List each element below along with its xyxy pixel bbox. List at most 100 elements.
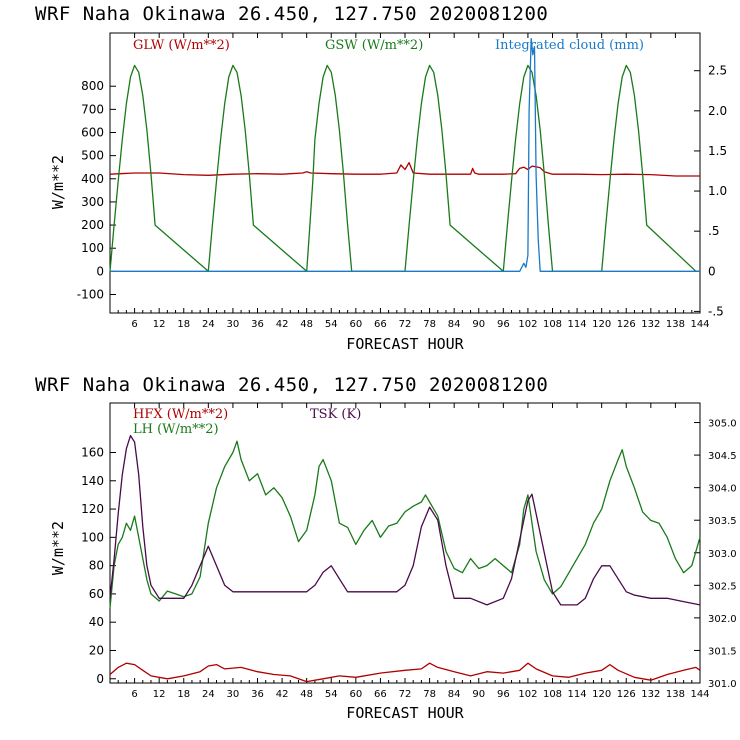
x-tick-label: 60 — [349, 689, 362, 700]
y-axis-label-bottom: W/m**2 — [49, 521, 67, 575]
x-tick-label: 120 — [592, 319, 611, 330]
x-tick-label: 24 — [202, 319, 215, 330]
y2-tick-label: 2.5 — [708, 64, 727, 78]
x-tick-label: 36 — [251, 319, 264, 330]
x-tick-label: 90 — [472, 319, 485, 330]
x-tick-label: 66 — [374, 319, 387, 330]
y2-tick-label: 305.0 — [708, 419, 737, 430]
y2-tick-label: 2.0 — [708, 104, 727, 118]
legend-glw: GLW (W/m**2) — [133, 38, 230, 53]
chart-title-top: WRF Naha Okinawa 26.450, 127.750 2020081… — [35, 3, 548, 25]
x-tick-label: 12 — [153, 319, 166, 330]
x-tick-label: 72 — [399, 319, 412, 330]
series-line-tsk — [109, 434, 701, 606]
x-tick-label: 66 — [374, 689, 387, 700]
x-tick-label: 18 — [177, 689, 190, 700]
x-tick-label: 54 — [325, 319, 338, 330]
series-line-gsw — [109, 64, 700, 272]
x-tick-label: 102 — [518, 319, 537, 330]
x-tick-label: 144 — [690, 689, 709, 700]
x-tick-label: 48 — [300, 689, 313, 700]
x-tick-label: 12 — [153, 689, 166, 700]
x-tick-label: 132 — [641, 319, 660, 330]
y-tick-label: 80 — [89, 559, 104, 573]
y-tick-label: 400 — [81, 172, 104, 186]
y2-tick-label: -.5 — [708, 304, 724, 318]
x-tick-label: 108 — [543, 319, 562, 330]
x-axis-label-top: FORECAST HOUR — [346, 335, 464, 353]
x-tick-label: 102 — [518, 689, 537, 700]
x-tick-label: 48 — [300, 319, 313, 330]
y-tick-label: 160 — [81, 445, 104, 459]
radiation-chart-panel: WRF Naha Okinawa 26.450, 127.750 2020081… — [35, 3, 727, 353]
x-axis-label-bottom: FORECAST HOUR — [346, 704, 464, 722]
x-tick-label: 96 — [497, 689, 510, 700]
x-tick-label: 120 — [592, 689, 611, 700]
y-tick-label: 300 — [81, 195, 104, 209]
y-tick-label: 40 — [89, 615, 104, 629]
y2-tick-label: 302.0 — [708, 614, 737, 625]
y-tick-label: 60 — [89, 587, 104, 601]
y2-tick-label: 302.5 — [708, 581, 737, 592]
y-tick-label: 800 — [81, 79, 104, 93]
y2-tick-label: 0 — [708, 264, 716, 278]
x-tick-label: 24 — [202, 689, 215, 700]
x-tick-label: 36 — [251, 689, 264, 700]
x-tick-label: 6 — [131, 689, 137, 700]
y2-tick-label: 301.0 — [708, 679, 737, 690]
y2-tick-label: .5 — [708, 224, 719, 238]
x-tick-label: 30 — [227, 319, 240, 330]
y-tick-label: -100 — [77, 287, 104, 301]
flux-chart-panel: WRF Naha Okinawa 26.450, 127.750 2020081… — [35, 374, 737, 722]
x-tick-label: 60 — [349, 319, 362, 330]
y2-tick-label: 1.5 — [708, 144, 727, 158]
y2-tick-label: 303.5 — [708, 516, 737, 527]
legend-hfx: HFX (W/m**2) — [133, 407, 228, 422]
x-tick-label: 78 — [423, 689, 436, 700]
y2-tick-label: 303.0 — [708, 549, 737, 560]
y-tick-label: 100 — [81, 530, 104, 544]
x-tick-label: 78 — [423, 319, 436, 330]
y-tick-label: 20 — [89, 643, 104, 657]
y-axis-label-top: W/m**2 — [49, 155, 67, 209]
y-tick-label: 140 — [81, 474, 104, 488]
y-tick-label: 200 — [81, 218, 104, 232]
x-tick-label: 96 — [497, 319, 510, 330]
legend-gsw: GSW (W/m**2) — [325, 38, 423, 53]
x-tick-label: 144 — [690, 319, 709, 330]
x-tick-label: 30 — [227, 689, 240, 700]
y-tick-label: 120 — [81, 502, 104, 516]
y-tick-label: 600 — [81, 126, 104, 140]
series-line-glw — [109, 161, 700, 177]
x-tick-label: 132 — [641, 689, 660, 700]
legend-lh: LH (W/m**2) — [133, 422, 219, 437]
x-tick-label: 84 — [448, 319, 461, 330]
plot-frame — [109, 402, 701, 684]
legend-tsk: TSK (K) — [310, 407, 361, 422]
chart-title-bottom: WRF Naha Okinawa 26.450, 127.750 2020081… — [35, 374, 548, 396]
y2-tick-label: 304.5 — [708, 451, 737, 462]
y-tick-label: 0 — [96, 672, 104, 686]
x-tick-label: 108 — [543, 689, 562, 700]
x-tick-label: 18 — [177, 319, 190, 330]
x-tick-label: 54 — [325, 689, 338, 700]
x-tick-label: 90 — [472, 689, 485, 700]
x-tick-label: 114 — [568, 319, 587, 330]
y2-tick-label: 301.5 — [708, 646, 737, 657]
y-tick-label: 700 — [81, 102, 104, 116]
y2-tick-label: 1.0 — [708, 184, 727, 198]
x-tick-label: 42 — [276, 689, 289, 700]
x-tick-label: 114 — [568, 689, 587, 700]
x-tick-label: 126 — [617, 689, 636, 700]
series-line-lh — [109, 440, 701, 609]
y-tick-label: 100 — [81, 241, 104, 255]
legend-integrated-cloud: Integrated cloud (mm) — [495, 38, 644, 53]
x-tick-label: 42 — [276, 319, 289, 330]
series-line-integrated — [110, 37, 700, 272]
x-tick-label: 84 — [448, 689, 461, 700]
series-line-hfx — [109, 662, 701, 683]
y2-tick-label: 304.0 — [708, 484, 737, 495]
x-tick-label: 6 — [131, 319, 137, 330]
y-tick-label: 0 — [96, 264, 104, 278]
